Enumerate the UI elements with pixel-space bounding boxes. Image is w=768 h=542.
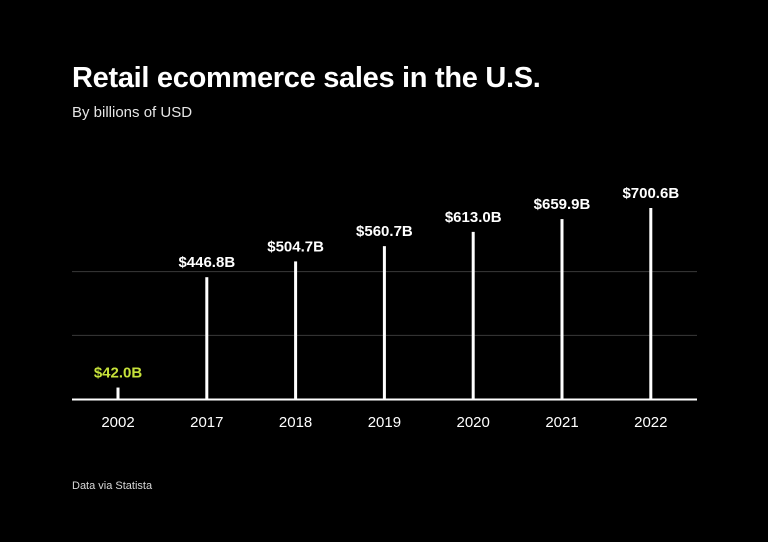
bar [205,277,209,399]
chart-subtitle: By billions of USD [72,104,193,121]
x-tick-label: 2017 [190,414,223,431]
bar [471,231,475,399]
x-tick-label: 2021 [545,414,578,431]
bar [116,387,120,399]
bar-value-label: $700.6B [622,185,679,202]
x-tick-label: 2019 [368,414,401,431]
page-title: Retail ecommerce sales in the U.S. [72,62,541,94]
bar-value-label: $446.8B [178,254,235,271]
bar-value-label: $659.9B [534,196,591,213]
bar [560,219,564,399]
bar-value-label: $613.0B [445,209,502,226]
bar-value-label: $42.0B [94,365,143,382]
bar [649,208,653,399]
x-tick-label: 2002 [101,414,134,431]
x-tick-label: 2022 [634,414,667,431]
x-tick-label: 2018 [279,414,312,431]
bar-value-label: $504.7B [267,238,324,255]
bar-value-label: $560.7B [356,223,413,240]
bar [382,246,386,399]
source-note: Data via Statista [72,480,153,492]
bar [294,261,298,399]
x-tick-label: 2020 [457,414,490,431]
